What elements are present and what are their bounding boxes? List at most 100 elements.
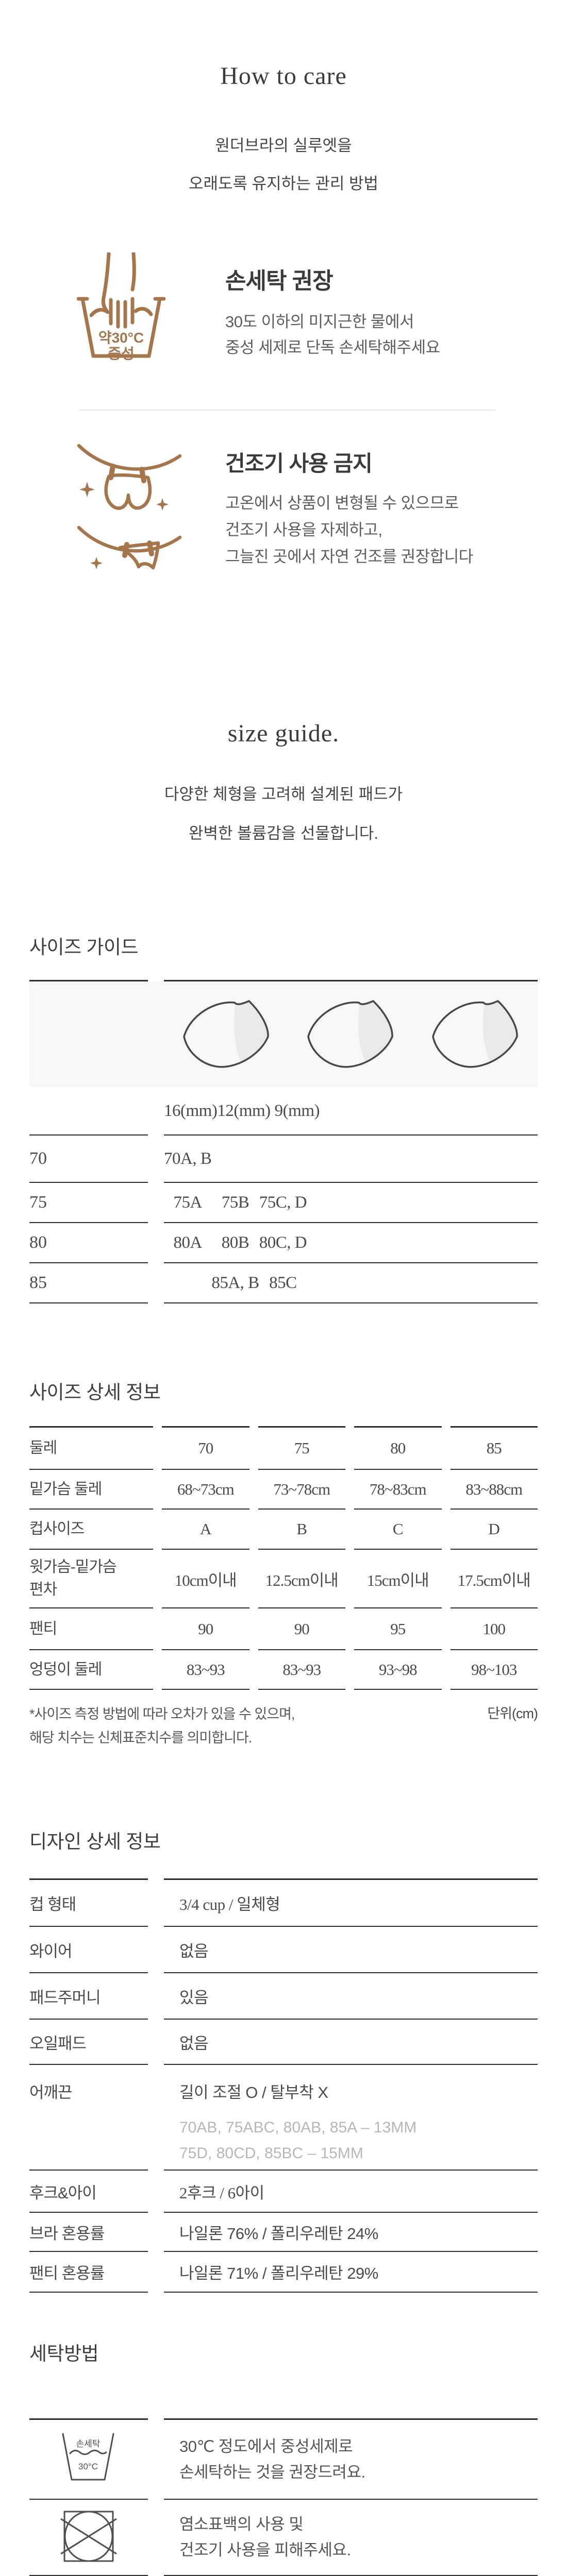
design-row: 패드주머니 있음: [29, 1972, 538, 2019]
washing-row: 염소표백의 사용 및 건조기 사용을 피해주세요.: [29, 2499, 538, 2575]
row-label: 팬티: [29, 1620, 57, 1637]
pad-thickness-label: 16(mm): [164, 1101, 218, 1120]
size-detail-heading: 사이즈 상세 정보: [29, 1382, 161, 1403]
care-heading: 손세탁 권장: [225, 268, 333, 294]
cell-value: 75: [294, 1439, 310, 1457]
size-detail-table: 둘레 70 75 80 85 밑가슴 둘레 68~73cm 73~78cm 78…: [29, 1426, 538, 1690]
cell-value: 83~93: [186, 1660, 225, 1679]
design-row-straps: 어깨끈 길이 조절 O / 탈부착 X 70AB, 75ABC, 80AB, 8…: [29, 2064, 538, 2170]
pad-thickness-header-row: 16(mm) 12(mm) 9(mm): [29, 1087, 538, 1134]
size-guide-table-heading: 사이즈 가이드: [29, 937, 139, 958]
row-value: 2후크 / 6아이: [179, 2183, 264, 2202]
cell-value: A: [200, 1520, 211, 1538]
design-detail-table: 컵 형태 3/4 cup / 일체형 와이어 없음 패드주머니 있음 오일패드 …: [29, 1878, 538, 2293]
size-guide-table: 16(mm) 12(mm) 9(mm) 70 70A, B 75 75A: [29, 980, 538, 1303]
size-cell: 80B: [221, 1233, 249, 1252]
size-detail-footnote: *사이즈 측정 방법에 따라 오차가 있을 수 있으며, 해당 치수는 신체표준…: [29, 1702, 538, 1750]
cell-value: 83~93: [282, 1660, 321, 1679]
care-description: 30도 이하의 미지근한 물에서 중성 세제로 단독 손세탁해주세요: [225, 313, 440, 357]
row-label: 밑가슴 둘레: [29, 1480, 102, 1498]
band-size: 85: [29, 1273, 47, 1292]
cell-value: 12.5cm이내: [265, 1571, 339, 1589]
row-label: 윗가슴-밑가슴 편차: [29, 1558, 117, 1598]
row-value: 있음: [179, 1988, 209, 2007]
cell-value: 95: [390, 1619, 406, 1638]
footnote-text: *사이즈 측정 방법에 따라 오차가 있을 수 있으며, 해당 치수는 신체표준…: [29, 1706, 295, 1745]
cell-value: 85: [486, 1439, 502, 1457]
size-guide-row: 75 75A 75B 75C, D: [29, 1182, 538, 1222]
cell-value: 90: [294, 1619, 310, 1638]
cell-value: 17.5cm이내: [457, 1571, 531, 1589]
cell-value: 70: [198, 1439, 213, 1457]
size-cell: 75C, D: [259, 1193, 307, 1212]
row-label: 오일패드: [29, 2034, 87, 2053]
icon-neutral-label: 중성: [108, 346, 135, 362]
subtitle-line: 원더브라의 실루엣을: [215, 137, 352, 155]
washing-instruction: 30℃ 정도에서 중성세제로 손세탁하는 것을 권장드려요.: [179, 2437, 365, 2481]
washing-table: 손세탁 30°C 30℃ 정도에서 중성세제로 손세탁하는 것을 권장드려요.: [29, 2418, 538, 2576]
no-bleach-dryer-icon: [58, 2509, 120, 2567]
cell-value: 73~78cm: [273, 1480, 330, 1498]
row-label: 와이어: [29, 1942, 73, 1960]
size-guide-row: 70 70A, B: [29, 1134, 538, 1182]
design-row: 와이어 없음: [29, 1926, 538, 1972]
size-detail-row: 둘레 70 75 80 85: [29, 1426, 538, 1469]
handwash-tub-icon: 손세탁 30°C: [58, 2432, 119, 2486]
row-label: 둘레: [29, 1439, 57, 1456]
row-label: 팬티 혼용률: [29, 2264, 105, 2282]
strap-size-notes: 70AB, 75ABC, 80AB, 85A – 13MM 75D, 80CD,…: [179, 2119, 417, 2162]
pad-header-band: [29, 981, 538, 1087]
icon-temp-label: 30°C: [78, 2462, 98, 2471]
row-label: 브라 혼용률: [29, 2224, 105, 2243]
pad-thickness-label: 9(mm): [274, 1101, 320, 1120]
size-detail-row: 윗가슴-밑가슴 편차 10cm이내 12.5cm이내 15cm이내 17.5cm…: [29, 1549, 538, 1607]
how-to-care-subtitle: 원더브라의 실루엣을 오래도록 유지하는 관리 방법: [0, 127, 567, 203]
design-row: 후크&아이 2후크 / 6아이: [29, 2170, 538, 2212]
icon-handwash-label: 손세탁: [76, 2439, 101, 2449]
size-cell: 75A: [173, 1193, 203, 1212]
cell-value: D: [488, 1520, 500, 1538]
design-row: 오일패드 없음: [29, 2019, 538, 2064]
cell-value: C: [392, 1520, 404, 1538]
how-to-care-title: How to care: [220, 62, 347, 90]
size-guide-row: 80 80A 80B 80C, D: [29, 1222, 538, 1262]
cell-value: B: [296, 1520, 307, 1538]
washing-row: 손세탁 30°C 30℃ 정도에서 중성세제로 손세탁하는 것을 권장드려요.: [29, 2418, 538, 2499]
cell-value: 15cm이내: [366, 1571, 429, 1589]
size-cell: 85A, B: [211, 1273, 259, 1292]
cell-value: 10cm이내: [174, 1571, 237, 1589]
table-top-border: [29, 980, 538, 981]
size-detail-row: 컵사이즈 A B C D: [29, 1509, 538, 1549]
cell-value: 80: [390, 1439, 406, 1457]
pad-9mm-illustration: [432, 999, 518, 1068]
row-label: 엉덩이 둘레: [29, 1660, 102, 1678]
band-size: 80: [29, 1233, 47, 1252]
pad-16mm-illustration: [183, 999, 269, 1068]
design-row: 컵 형태 3/4 cup / 일체형: [29, 1878, 538, 1926]
care-item-no-dryer: 건조기 사용 금지 고온에서 상품이 변형될 수 있으므로 건조기 사용을 자제…: [29, 437, 538, 579]
row-label: 후크&아이: [29, 2183, 97, 2202]
row-value: 길이 조절 O / 탈부착 X: [179, 2083, 328, 2102]
design-row: 팬티 혼용률 나일론 71% / 폴리우레탄 29%: [29, 2251, 538, 2292]
icon-temp-label: 약30°C: [98, 330, 144, 346]
row-label: 컵 형태: [29, 1895, 76, 1913]
band-size: 70: [29, 1149, 47, 1168]
size-detail-row: 엉덩이 둘레 83~93 83~93 93~98 98~103: [29, 1649, 538, 1689]
cell-value: 98~103: [471, 1660, 517, 1679]
section-divider: [79, 410, 495, 411]
size-detail-row: 밑가슴 둘레 68~73cm 73~78cm 78~83cm 83~88cm: [29, 1469, 538, 1509]
cell-value: 100: [482, 1619, 506, 1638]
clothesline-dry-icon: [77, 437, 225, 579]
size-cell: 85C: [269, 1273, 297, 1292]
size-cell: 75B: [221, 1193, 249, 1212]
design-detail-heading: 디자인 상세 정보: [29, 1831, 161, 1852]
size-detail-row: 팬티 90 90 95 100: [29, 1607, 538, 1649]
cell-value: 93~98: [378, 1660, 418, 1679]
care-item-handwash: 약30°C 중성 손세탁 권장 30도 이하의 미지근한 물에서 중성 세제로 …: [29, 251, 538, 365]
row-value: 3/4 cup / 일체형: [179, 1895, 280, 1913]
subtitle-line: 오래도록 유지하는 관리 방법: [188, 175, 379, 193]
cell-value: 83~88cm: [465, 1480, 523, 1498]
size-guide-row: 85 85A, B 85C: [29, 1262, 538, 1302]
unit-note: 단위(cm): [487, 1706, 538, 1721]
